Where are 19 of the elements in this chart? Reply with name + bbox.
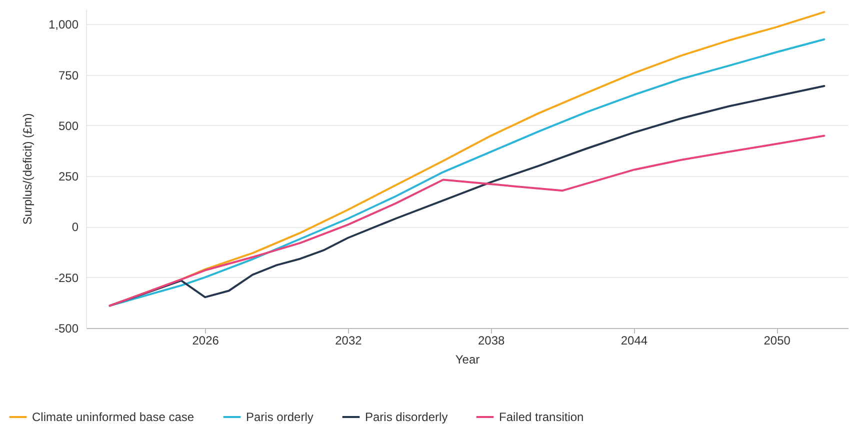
- line-series: [108, 134, 826, 307]
- y-tick-label: 500: [58, 118, 79, 133]
- y-axis-title: Surplus/(deficit) (£m): [20, 113, 34, 225]
- y-tick-label: 0: [72, 220, 79, 234]
- x-tick-label: 2032: [335, 334, 362, 348]
- y-tick-label: 250: [58, 170, 79, 184]
- x-tick-label: 2038: [478, 334, 505, 348]
- legend-label: Climate uninformed base case: [32, 410, 194, 424]
- legend-label: Failed transition: [499, 410, 584, 424]
- y-tick-label: -250: [54, 270, 79, 285]
- x-tick-label: 2044: [620, 334, 648, 348]
- y-tick-label: 750: [58, 68, 79, 82]
- y-tick-label: 1,000: [48, 18, 79, 32]
- legend-label: Paris orderly: [246, 410, 314, 424]
- x-tick-label: 2026: [192, 334, 220, 348]
- x-axis-title: Year: [455, 352, 480, 366]
- x-tick-label: 2050: [764, 334, 791, 348]
- y-tick-label: -500: [54, 322, 79, 336]
- legend-label: Paris disorderly: [365, 410, 448, 424]
